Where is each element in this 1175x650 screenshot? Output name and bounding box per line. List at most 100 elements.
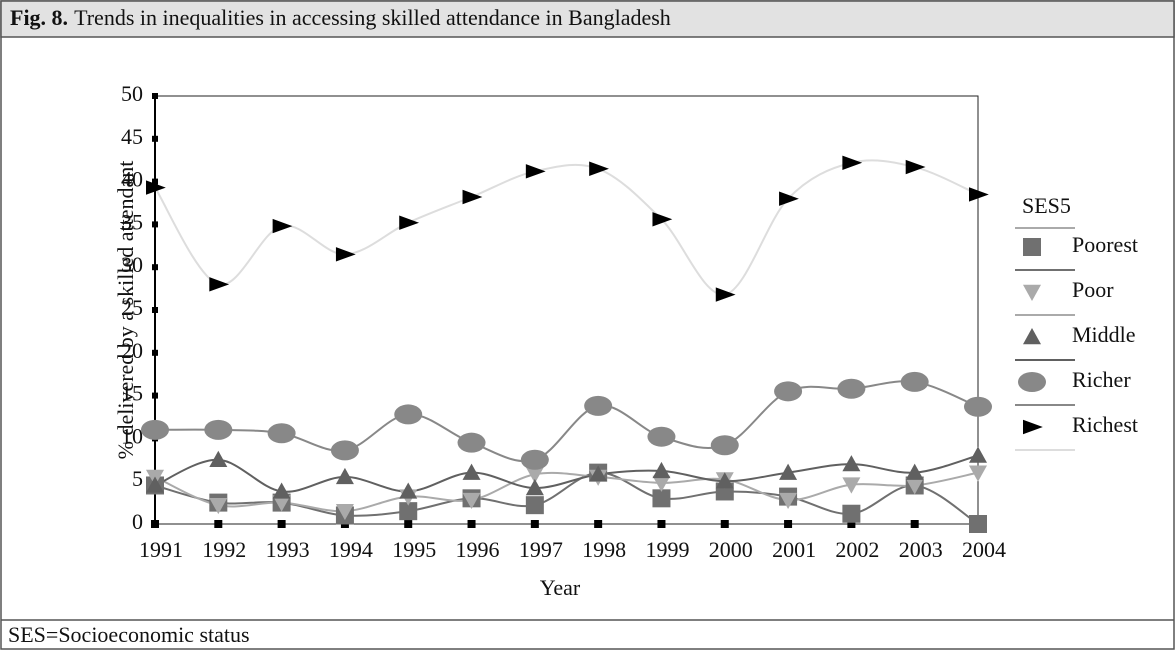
- x-tick-label: 1996: [456, 537, 500, 562]
- x-tick: [594, 520, 603, 528]
- x-tick: [657, 520, 666, 528]
- data-point: [589, 161, 609, 176]
- data-point: [842, 504, 861, 523]
- data-point: [267, 423, 296, 444]
- data-point: [710, 435, 739, 456]
- data-point: [715, 287, 736, 302]
- data-point: [715, 472, 734, 489]
- y-tick: [152, 307, 158, 313]
- data-point: [141, 419, 169, 440]
- data-point: [457, 432, 486, 453]
- footnote: SES=Socioeconomic status: [8, 622, 250, 647]
- x-tick-label: 2002: [835, 537, 879, 562]
- x-tick-label: 1997: [519, 537, 563, 562]
- data-point: [394, 404, 423, 425]
- data-point: [525, 467, 544, 484]
- x-axis-label: Year: [540, 575, 581, 600]
- x-tick: [847, 520, 856, 528]
- data-point: [399, 215, 420, 230]
- y-tick-label: 50: [121, 81, 143, 106]
- data-point: [272, 495, 291, 512]
- x-tick: [467, 520, 476, 528]
- data-point: [905, 478, 924, 495]
- y-tick-label: 0: [132, 509, 143, 534]
- data-point: [842, 155, 863, 170]
- legend-marker: [1023, 419, 1043, 435]
- x-tick-label: 2000: [709, 537, 753, 562]
- data-point: [335, 503, 354, 521]
- data-point: [525, 164, 546, 179]
- data-point: [525, 479, 544, 496]
- legend-marker: [1023, 238, 1041, 256]
- y-tick: [152, 135, 158, 142]
- data-point: [399, 502, 418, 521]
- data-point: [647, 426, 676, 447]
- x-tick: [530, 520, 539, 528]
- x-tick-label: 1992: [202, 537, 246, 562]
- data-point: [969, 515, 987, 533]
- legend-marker: [1023, 284, 1041, 301]
- data-point: [146, 476, 164, 493]
- y-tick-label: 25: [121, 295, 143, 320]
- data-point: [209, 497, 228, 515]
- data-point: [652, 489, 671, 508]
- data-point: [589, 465, 608, 482]
- y-tick: [152, 264, 158, 271]
- x-tick: [214, 520, 223, 528]
- data-point: [900, 371, 929, 392]
- data-point: [209, 277, 230, 292]
- data-point: [272, 482, 291, 499]
- data-point: [652, 475, 671, 492]
- data-point: [969, 465, 987, 482]
- x-tick: [720, 520, 729, 528]
- data-point: [842, 477, 861, 494]
- data-point: [330, 440, 359, 461]
- data-point: [969, 187, 989, 202]
- data-point: [842, 455, 861, 472]
- x-tick-label: 1991: [139, 537, 183, 562]
- figure-title: Fig. 8. Trends in inequalities in accessi…: [10, 5, 671, 30]
- figure-label: Fig. 8.: [10, 5, 68, 30]
- x-tick-label: 1995: [392, 537, 436, 562]
- title: Trends in inequalities in accessing skil…: [74, 5, 671, 30]
- legend-title: SES5: [1022, 193, 1071, 218]
- data-point: [779, 492, 798, 510]
- legend-label: Poor: [1072, 277, 1114, 302]
- x-tick: [784, 520, 793, 528]
- data-point: [399, 482, 418, 499]
- legend-label: Richest: [1072, 412, 1138, 437]
- y-tick-label: 45: [121, 124, 143, 149]
- y-tick: [152, 392, 158, 399]
- data-point: [652, 212, 673, 227]
- data-point: [335, 247, 356, 262]
- data-point: [837, 378, 866, 399]
- x-tick: [910, 520, 919, 528]
- y-tick-label: 20: [121, 338, 143, 363]
- y-tick: [152, 221, 158, 228]
- data-point: [584, 395, 613, 416]
- x-tick-label: 2004: [962, 537, 1006, 562]
- data-point: [779, 191, 799, 206]
- legend-label: Poorest: [1072, 232, 1138, 257]
- header-bar: [0, 0, 1175, 38]
- y-tick-label: 10: [121, 423, 143, 448]
- x-tick: [151, 520, 159, 528]
- y-tick-label: 5: [132, 466, 143, 491]
- data-point: [964, 396, 992, 417]
- y-tick: [152, 178, 158, 185]
- data-point: [905, 159, 926, 175]
- data-point: [969, 446, 987, 463]
- y-tick-label: 35: [121, 209, 143, 234]
- data-point: [525, 496, 544, 515]
- data-point: [462, 463, 481, 480]
- data-point: [652, 461, 671, 479]
- legend-label: Middle: [1072, 322, 1136, 347]
- x-tick-label: 1998: [582, 537, 626, 562]
- data-point: [462, 492, 481, 510]
- data-point: [774, 381, 803, 402]
- legend-marker: [1018, 372, 1046, 392]
- data-point: [209, 450, 228, 467]
- data-point: [779, 463, 798, 480]
- x-tick-label: 1999: [645, 537, 689, 562]
